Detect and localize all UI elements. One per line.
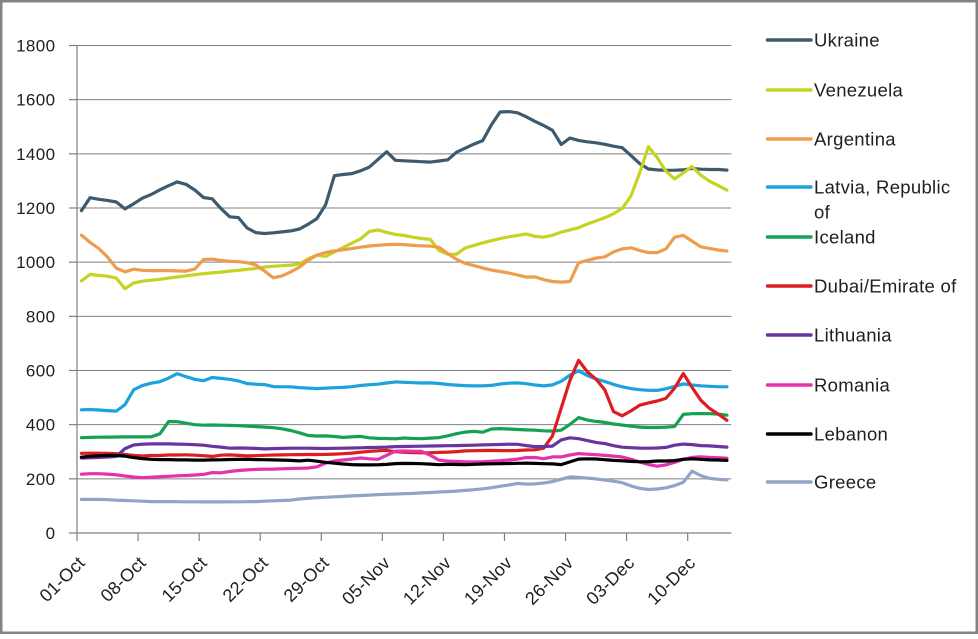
svg-text:600: 600 (26, 362, 56, 381)
svg-text:Dubai/Emirate of: Dubai/Emirate of (814, 276, 957, 297)
svg-text:Lebanon: Lebanon (814, 424, 888, 445)
svg-text:Latvia, Republic: Latvia, Republic (814, 177, 950, 198)
svg-text:1600: 1600 (16, 91, 55, 110)
svg-text:1200: 1200 (16, 199, 55, 218)
svg-text:1400: 1400 (16, 145, 55, 164)
svg-text:0: 0 (46, 524, 56, 543)
svg-text:1800: 1800 (16, 37, 55, 56)
svg-text:Venezuela: Venezuela (814, 80, 904, 101)
svg-text:1000: 1000 (16, 253, 55, 272)
svg-text:400: 400 (26, 416, 56, 435)
svg-text:Ukraine: Ukraine (814, 30, 880, 51)
svg-text:Argentina: Argentina (814, 129, 896, 150)
svg-text:of: of (814, 202, 831, 223)
svg-text:Greece: Greece (814, 472, 876, 493)
svg-text:800: 800 (26, 307, 56, 326)
svg-text:200: 200 (26, 470, 56, 489)
svg-text:Lithuania: Lithuania (814, 325, 892, 346)
svg-text:Romania: Romania (814, 375, 891, 396)
svg-text:Iceland: Iceland (814, 227, 876, 248)
